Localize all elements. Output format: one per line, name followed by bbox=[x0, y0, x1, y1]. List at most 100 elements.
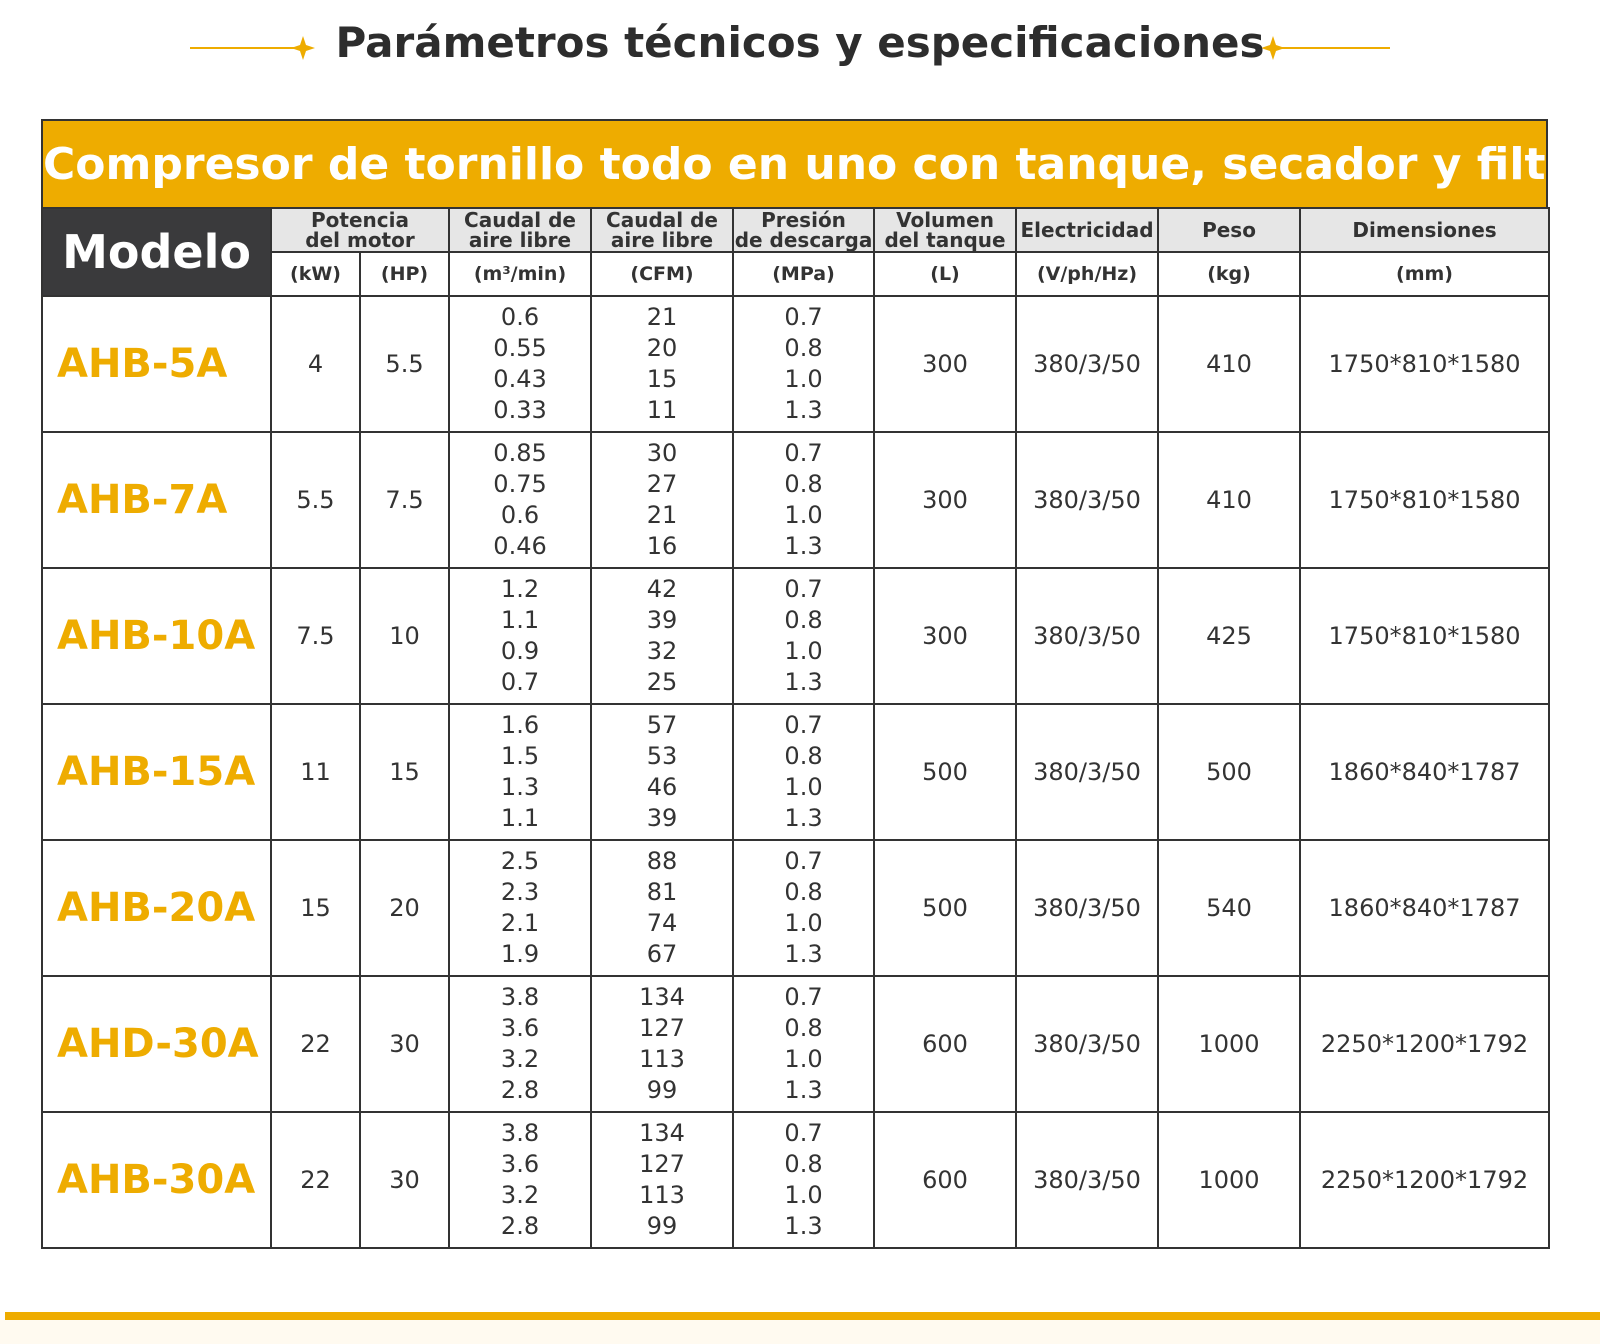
cell: 2.5 2.3 2.1 1.9 bbox=[448, 839, 593, 977]
cell: 380/3/50 bbox=[1015, 839, 1160, 977]
data-row: AHB-15A 11 15 1.6 1.5 1.3 1.1 57 53 46 39 0.7 0.8 1.0… bbox=[41, 703, 1551, 841]
cell-value: 1.5 bbox=[500, 742, 540, 770]
column-header: Peso bbox=[1157, 207, 1302, 253]
cell: 300 bbox=[873, 567, 1018, 705]
cell-value: 99 bbox=[646, 1076, 678, 1104]
header-line: aire libre bbox=[468, 228, 572, 252]
model-name: AHD-30A bbox=[41, 975, 272, 1113]
table: Modelo Potencia del motor Caudal de aire lib… bbox=[41, 207, 1551, 1249]
unit-label: (m³/min) bbox=[448, 251, 593, 297]
star-right bbox=[1261, 36, 1285, 60]
cell: 30 bbox=[358, 975, 451, 1113]
header-line: Caudal de bbox=[464, 208, 576, 232]
cell: 1750*810*1580 bbox=[1299, 295, 1551, 433]
cell-value: 3.6 bbox=[500, 1014, 540, 1042]
cell-value: 0.6 bbox=[500, 501, 540, 529]
cell: 22 bbox=[270, 1111, 361, 1249]
model-name: AHB-15A bbox=[41, 703, 272, 841]
cell-value: 1.0 bbox=[784, 501, 823, 529]
cell-value: 74 bbox=[646, 909, 678, 937]
spec-table: Compresor de tornillo todo en uno con ta… bbox=[41, 119, 1600, 1249]
cell-value: 1.0 bbox=[784, 365, 823, 393]
header-line: Electricidad bbox=[1020, 218, 1154, 242]
cell: 134 127 113 99 bbox=[590, 1111, 735, 1249]
cell-value: 1.3 bbox=[784, 668, 823, 696]
cell: 410 bbox=[1157, 431, 1302, 569]
page-title: Parámetros técnicos y especificaciones bbox=[335, 18, 1265, 67]
cell-value: 81 bbox=[646, 878, 678, 906]
cell: 7.5 bbox=[358, 431, 451, 569]
cell-value: 21 bbox=[646, 501, 678, 529]
cell-value: 1.0 bbox=[784, 1181, 823, 1209]
cell-value: 1.0 bbox=[784, 1045, 823, 1073]
decoration bbox=[190, 36, 1390, 60]
cell-value: 39 bbox=[646, 804, 678, 832]
header-line: Potencia bbox=[311, 208, 409, 232]
cell-value: 32 bbox=[646, 637, 678, 665]
cell-value: 3.6 bbox=[500, 1150, 540, 1178]
header-line: Volumen bbox=[896, 208, 994, 232]
cell-value: 3.8 bbox=[500, 983, 540, 1011]
cell-value: 0.75 bbox=[493, 470, 547, 498]
data-row: AHB-7A 5.5 7.5 0.85 0.75 0.6 0.46 30 27 21 16 0.7 0.… bbox=[41, 431, 1551, 569]
cell: 0.7 0.8 1.0 1.3 bbox=[732, 431, 876, 569]
header-line: Peso bbox=[1202, 218, 1256, 242]
cell: 5.5 bbox=[270, 431, 361, 569]
cell: 0.85 0.75 0.6 0.46 bbox=[448, 431, 593, 569]
cell-value: 3.8 bbox=[500, 1119, 540, 1147]
cell-value: 0.8 bbox=[784, 334, 823, 362]
cell: 380/3/50 bbox=[1015, 295, 1160, 433]
cell-value: 113 bbox=[639, 1181, 685, 1209]
cell: 88 81 74 67 bbox=[590, 839, 735, 977]
cell-value: 127 bbox=[639, 1014, 685, 1042]
cell-value: 1.0 bbox=[784, 773, 823, 801]
cell: 500 bbox=[873, 703, 1018, 841]
cell-value: 0.43 bbox=[493, 365, 547, 393]
bottom-bar bbox=[5, 1312, 1600, 1320]
footer-band bbox=[0, 1320, 1600, 1344]
cell: 1750*810*1580 bbox=[1299, 567, 1551, 705]
model-name: AHB-10A bbox=[41, 567, 272, 705]
cell: 0.7 0.8 1.0 1.3 bbox=[732, 975, 876, 1113]
cell: 600 bbox=[873, 975, 1018, 1113]
cell-value: 0.55 bbox=[493, 334, 547, 362]
cell-value: 21 bbox=[646, 303, 678, 331]
cell-value: 1.1 bbox=[500, 606, 540, 634]
cell: 380/3/50 bbox=[1015, 431, 1160, 569]
cell-value: 1.3 bbox=[784, 804, 823, 832]
cell-value: 0.7 bbox=[500, 668, 540, 696]
cell-value: 0.8 bbox=[784, 1150, 823, 1178]
cell-value: 1.9 bbox=[500, 940, 540, 968]
cell: 22 bbox=[270, 975, 361, 1113]
cell: 10 bbox=[358, 567, 451, 705]
unit-label: (V/ph/Hz) bbox=[1015, 251, 1160, 297]
cell-value: 0.7 bbox=[784, 847, 823, 875]
cell-value: 134 bbox=[639, 1119, 685, 1147]
cell: 1.6 1.5 1.3 1.1 bbox=[448, 703, 593, 841]
unit-label: (kW) bbox=[270, 251, 361, 297]
cell: 1.2 1.1 0.9 0.7 bbox=[448, 567, 593, 705]
cell: 30 bbox=[358, 1111, 451, 1249]
cell: 7.5 bbox=[270, 567, 361, 705]
model-header: Modelo bbox=[41, 207, 272, 297]
cell: 410 bbox=[1157, 295, 1302, 433]
cell: 0.7 0.8 1.0 1.3 bbox=[732, 1111, 876, 1249]
cell: 21 20 15 11 bbox=[590, 295, 735, 433]
data-row: AHB-30A 22 30 3.8 3.6 3.2 2.8 134 127 113 99 0.7 0.8… bbox=[41, 1111, 1551, 1249]
cell-value: 0.8 bbox=[784, 470, 823, 498]
cell-value: 30 bbox=[646, 439, 678, 467]
cell-value: 113 bbox=[639, 1045, 685, 1073]
cell: 300 bbox=[873, 295, 1018, 433]
cell-value: 1.6 bbox=[500, 711, 540, 739]
cell: 2250*1200*1792 bbox=[1299, 1111, 1551, 1249]
unit-label: (L) bbox=[873, 251, 1018, 297]
cell-value: 0.7 bbox=[784, 711, 823, 739]
cell-value: 1.3 bbox=[500, 773, 540, 801]
cell-value: 27 bbox=[646, 470, 678, 498]
header-line: del motor bbox=[305, 228, 415, 252]
cell-value: 53 bbox=[646, 742, 678, 770]
cell-value: 1.3 bbox=[784, 396, 823, 424]
cell-value: 20 bbox=[646, 334, 678, 362]
cell: 0.7 0.8 1.0 1.3 bbox=[732, 839, 876, 977]
cell: 3.8 3.6 3.2 2.8 bbox=[448, 1111, 593, 1249]
